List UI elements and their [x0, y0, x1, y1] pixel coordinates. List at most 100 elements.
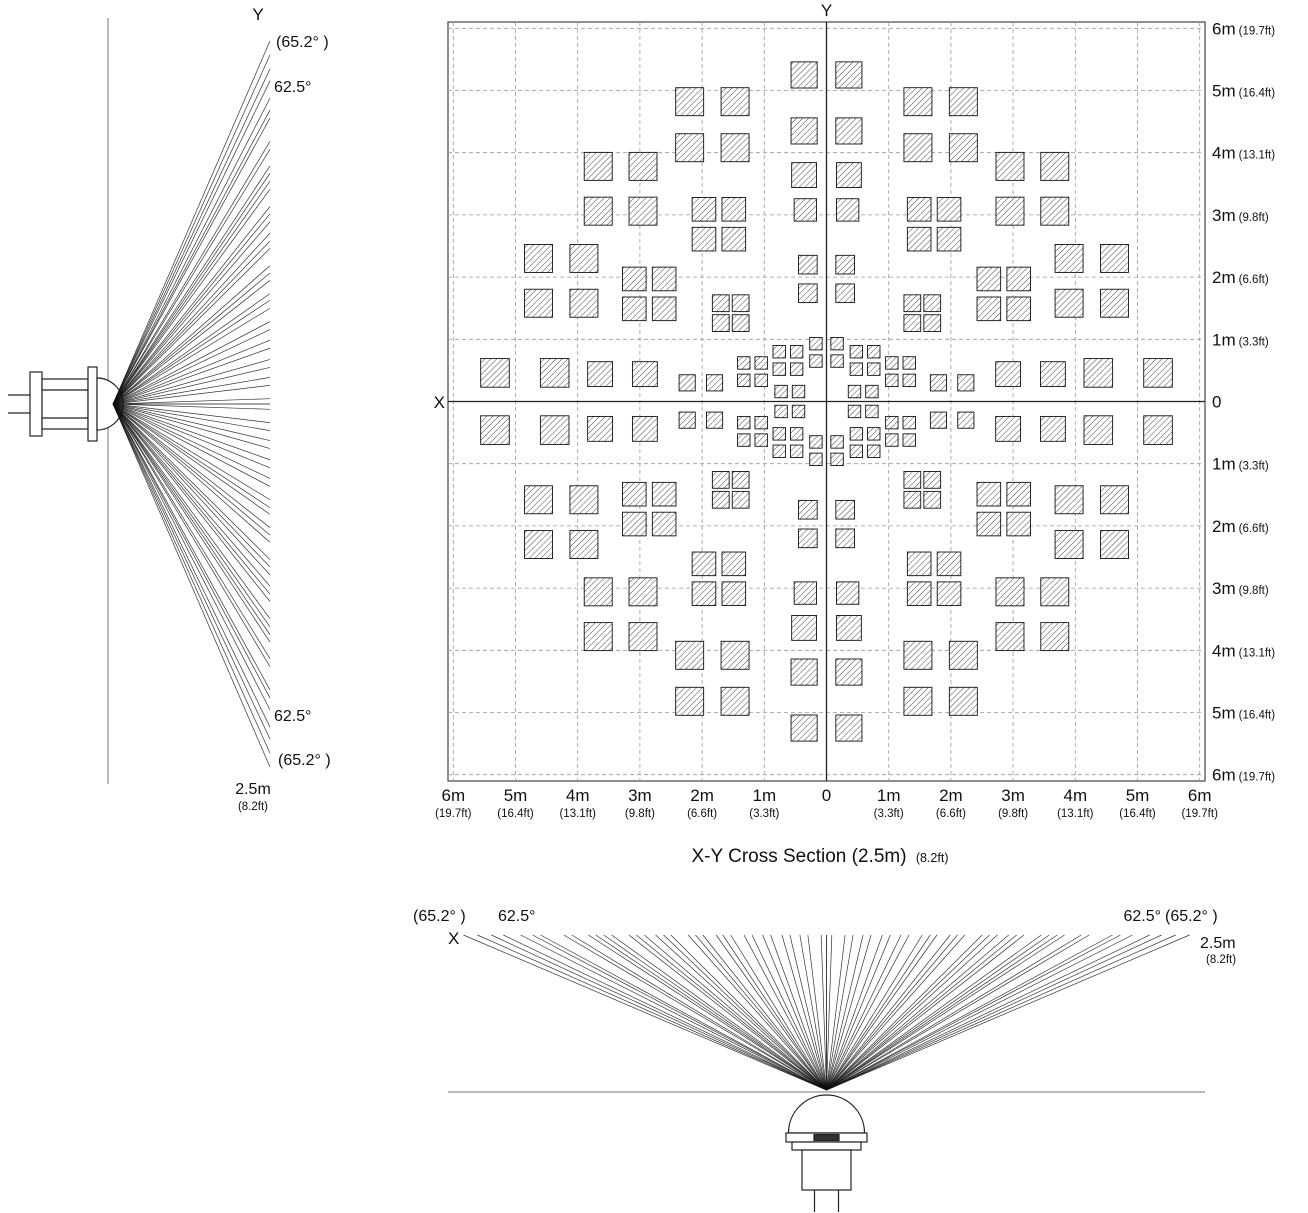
- beam-line: [112, 403, 271, 602]
- x-axis-tick-label: 2m: [939, 786, 963, 805]
- detection-zone: [1143, 415, 1173, 445]
- x-axis-tick-label: 5m: [504, 786, 528, 805]
- beam-line: [520, 934, 827, 1091]
- beam-line: [826, 934, 1009, 1091]
- detection-zone: [1054, 530, 1084, 560]
- beam-line: [730, 934, 827, 1091]
- bottom-angle-outer-left-label: (65.2° ): [413, 908, 466, 925]
- beam-line: [826, 934, 846, 1091]
- beam-line: [722, 934, 827, 1091]
- side-y-axis-label: Y: [252, 5, 263, 24]
- detection-zone: [587, 415, 613, 442]
- beam-line: [112, 403, 271, 501]
- detection-zone: [772, 362, 786, 376]
- detection-zone: [675, 87, 705, 117]
- detection-zone: [836, 162, 862, 188]
- detection-zone: [906, 226, 932, 252]
- beam-line: [663, 934, 827, 1091]
- detection-zone: [793, 581, 817, 605]
- beam-line: [112, 403, 271, 568]
- detection-zone: [628, 577, 658, 607]
- bottom-angle-inner-left-label: 62.5°: [498, 908, 536, 925]
- detection-zone: [711, 471, 730, 489]
- y-axis-tick-label: 2m (6.6ft): [1212, 268, 1269, 287]
- detection-zone: [524, 243, 553, 273]
- beam-line: [751, 934, 827, 1091]
- beam-line: [112, 403, 271, 620]
- detection-zone: [1100, 243, 1129, 273]
- side-distance-label: 2.5m: [235, 781, 271, 798]
- beam-line: [477, 934, 827, 1091]
- detection-zone: [628, 151, 658, 181]
- beam-line: [112, 181, 271, 405]
- detection-zone: [539, 415, 570, 445]
- detection-zone: [836, 198, 860, 222]
- beam-line: [112, 248, 271, 405]
- detection-zone: [849, 362, 864, 376]
- beam-line: [826, 934, 910, 1091]
- beam-line: [112, 40, 271, 405]
- beam-line: [826, 934, 923, 1091]
- beam-line: [112, 403, 271, 711]
- detection-zone: [906, 197, 932, 222]
- beam-line: [112, 293, 271, 405]
- detection-zone: [789, 345, 804, 359]
- detection-zone: [976, 296, 1002, 322]
- beam-line: [826, 934, 1121, 1091]
- detection-zone: [1083, 415, 1114, 445]
- beam-line: [112, 403, 271, 691]
- beam-line: [503, 934, 827, 1091]
- sensor-slot: [813, 1133, 840, 1142]
- detection-zone: [835, 283, 855, 304]
- x-axis-tick-sublabel: (3.3ft): [749, 808, 779, 820]
- beam-line: [112, 403, 271, 699]
- detection-zone: [936, 581, 962, 606]
- detection-zone: [835, 714, 863, 742]
- detection-zone: [622, 481, 647, 507]
- detection-zone: [867, 345, 881, 359]
- detection-zone: [791, 404, 806, 419]
- beam-line: [826, 934, 1025, 1091]
- beam-line: [762, 934, 827, 1091]
- detection-zone: [976, 266, 1002, 292]
- beam-line: [112, 385, 271, 405]
- detection-zone: [622, 296, 647, 322]
- beam-line: [112, 398, 271, 405]
- detection-zone: [737, 356, 751, 370]
- detection-zone: [929, 411, 947, 429]
- detection-zone: [923, 471, 942, 489]
- detection-zone: [678, 411, 696, 429]
- detection-zone: [885, 373, 899, 388]
- beam-line: [112, 403, 271, 754]
- detection-zone: [772, 444, 786, 458]
- beam-line: [491, 934, 827, 1091]
- detection-zone: [847, 404, 862, 419]
- beam-line: [112, 299, 271, 405]
- beam-line: [611, 934, 827, 1091]
- detection-zone: [789, 362, 804, 376]
- beam-line: [112, 403, 271, 431]
- detection-zone: [1100, 530, 1129, 560]
- detection-zone: [923, 490, 942, 509]
- detection-zone: [798, 499, 818, 520]
- beam-line: [112, 403, 271, 479]
- sensor-flange: [87, 366, 98, 442]
- detection-zone: [1083, 358, 1114, 388]
- beam-line: [628, 934, 827, 1091]
- beam-line: [781, 934, 827, 1091]
- cross-section-title-sub: (8.2ft): [916, 851, 949, 865]
- detection-zone: [790, 61, 818, 89]
- detection-zone: [1040, 196, 1070, 226]
- detection-zone: [631, 415, 658, 442]
- detection-zone: [1054, 485, 1084, 515]
- detection-zone: [631, 361, 658, 388]
- detection-zone: [936, 197, 962, 222]
- bottom-x-axis-label: X: [448, 929, 459, 948]
- side-view: Y (65.2° ) 62.5° 62.5° (65.2° ) 2.5m (8.…: [8, 5, 331, 813]
- detection-zone: [1006, 266, 1031, 292]
- detection-zone: [754, 373, 768, 388]
- beam-line: [112, 403, 271, 587]
- detection-zone: [885, 356, 899, 370]
